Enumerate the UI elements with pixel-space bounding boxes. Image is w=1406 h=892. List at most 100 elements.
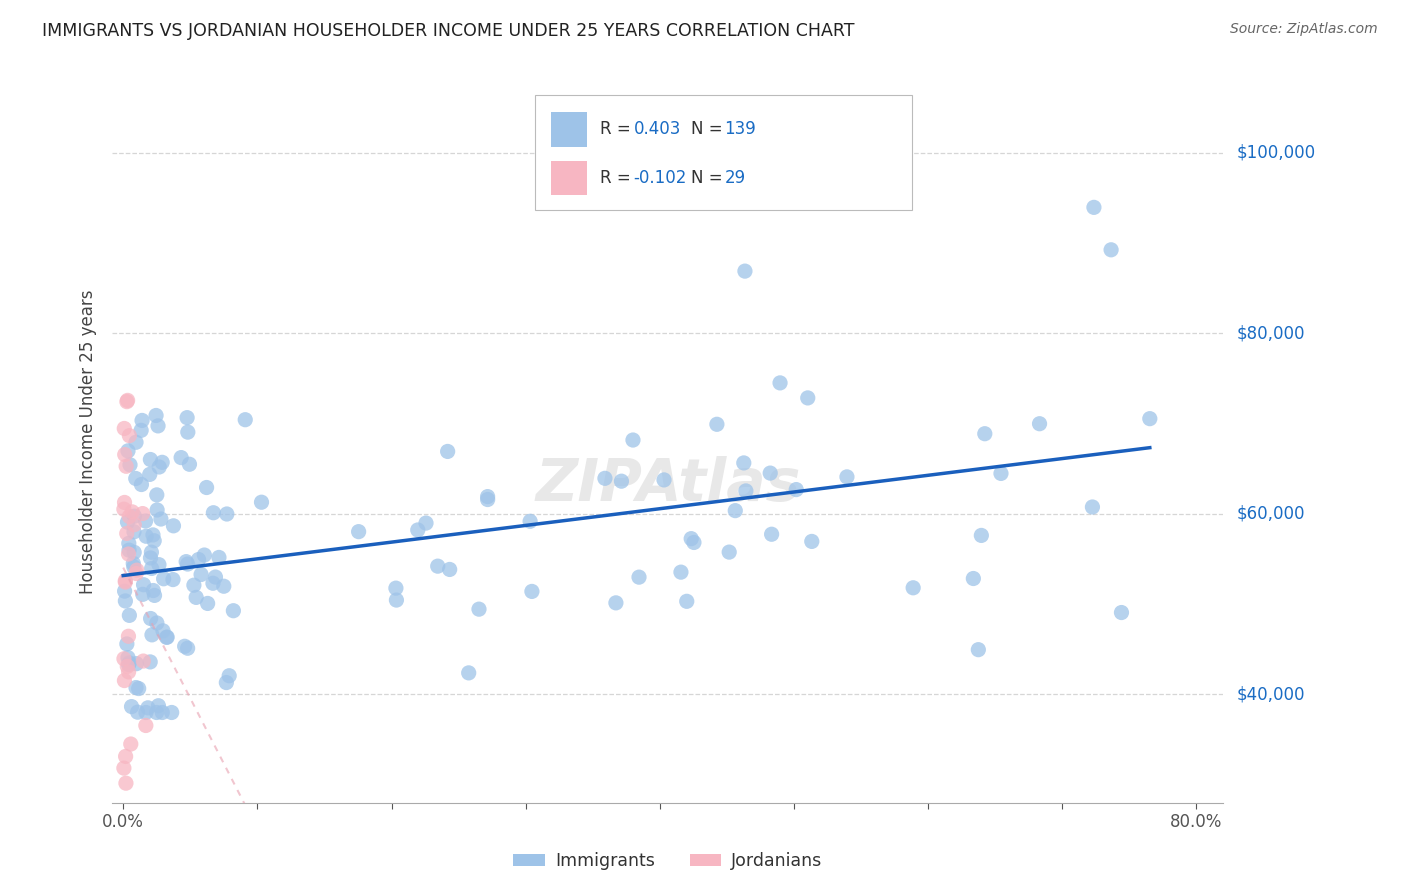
Point [593, 471, 616, 485]
Point [669, 565, 692, 579]
Point [675, 594, 697, 608]
Point [142, 528, 165, 542]
Point [970, 528, 993, 542]
Point [195, 481, 218, 495]
Point [990, 467, 1012, 481]
Point [208, 550, 231, 565]
Point [122, 557, 145, 571]
Point [681, 532, 703, 546]
Text: R =: R = [600, 120, 636, 138]
Point [415, 516, 437, 530]
Point [127, 705, 149, 719]
Point [797, 391, 820, 405]
Point [125, 471, 148, 485]
Point [114, 584, 136, 599]
Point [222, 604, 245, 618]
Point [202, 506, 225, 520]
Point [761, 527, 783, 541]
Point [233, 413, 256, 427]
Point [148, 698, 170, 713]
Point [136, 701, 159, 715]
Point [173, 640, 195, 654]
Point [148, 460, 170, 475]
Point [190, 567, 212, 582]
Text: ZIPAtlas: ZIPAtlas [536, 457, 800, 514]
Point [162, 518, 184, 533]
Point [118, 608, 141, 623]
Point [468, 602, 491, 616]
Point [215, 675, 238, 690]
Point [724, 503, 747, 517]
Point [124, 517, 146, 532]
Point [129, 423, 152, 437]
Point [201, 576, 224, 591]
Point [183, 578, 205, 592]
Point [177, 425, 200, 439]
FancyBboxPatch shape [551, 161, 586, 195]
Point [112, 502, 135, 516]
Point [117, 629, 139, 643]
Point [115, 776, 138, 790]
Point [605, 596, 627, 610]
Text: -0.102: -0.102 [634, 169, 686, 187]
Point [112, 421, 135, 435]
Point [1111, 606, 1133, 620]
FancyBboxPatch shape [551, 112, 586, 147]
Point [212, 579, 235, 593]
Point [759, 466, 782, 480]
Point [457, 665, 479, 680]
Point [125, 435, 148, 450]
Point [118, 458, 141, 472]
Point [176, 410, 198, 425]
Point [176, 641, 198, 656]
Point [610, 474, 633, 488]
Point [139, 550, 162, 565]
Point [114, 575, 136, 590]
Point [683, 535, 706, 549]
Text: $40,000: $40,000 [1237, 685, 1306, 704]
Point [152, 624, 174, 638]
Point [145, 706, 167, 720]
Point [114, 749, 136, 764]
Point [160, 706, 183, 720]
Point [131, 507, 153, 521]
Point [1139, 411, 1161, 425]
Point [1028, 417, 1050, 431]
Point [1083, 200, 1105, 214]
Legend: Immigrants, Jordanians: Immigrants, Jordanians [506, 846, 830, 877]
Point [117, 650, 139, 665]
Point [477, 490, 499, 504]
Text: 0.403: 0.403 [634, 120, 681, 138]
Point [193, 548, 215, 562]
Point [800, 534, 823, 549]
Point [426, 559, 449, 574]
Point [652, 473, 675, 487]
Point [901, 581, 924, 595]
Point [125, 681, 148, 695]
Point [627, 570, 650, 584]
Point [143, 533, 166, 548]
Point [477, 492, 499, 507]
Point [385, 593, 408, 607]
Point [131, 413, 153, 427]
Point [519, 514, 541, 528]
FancyBboxPatch shape [534, 95, 912, 211]
Text: IMMIGRANTS VS JORDANIAN HOUSEHOLDER INCOME UNDER 25 YEARS CORRELATION CHART: IMMIGRANTS VS JORDANIAN HOUSEHOLDER INCO… [42, 22, 855, 40]
Point [112, 652, 135, 666]
Point [118, 428, 141, 442]
Point [155, 630, 177, 644]
Point [122, 545, 145, 559]
Point [186, 591, 208, 605]
Point [125, 563, 148, 577]
Point [406, 523, 429, 537]
Point [197, 596, 219, 610]
Text: N =: N = [692, 169, 728, 187]
Point [156, 630, 179, 644]
Point [114, 594, 136, 608]
Point [141, 545, 163, 559]
Point [132, 587, 155, 601]
Text: 139: 139 [724, 120, 756, 138]
Point [135, 706, 157, 720]
Point [132, 654, 155, 668]
Point [385, 581, 408, 595]
